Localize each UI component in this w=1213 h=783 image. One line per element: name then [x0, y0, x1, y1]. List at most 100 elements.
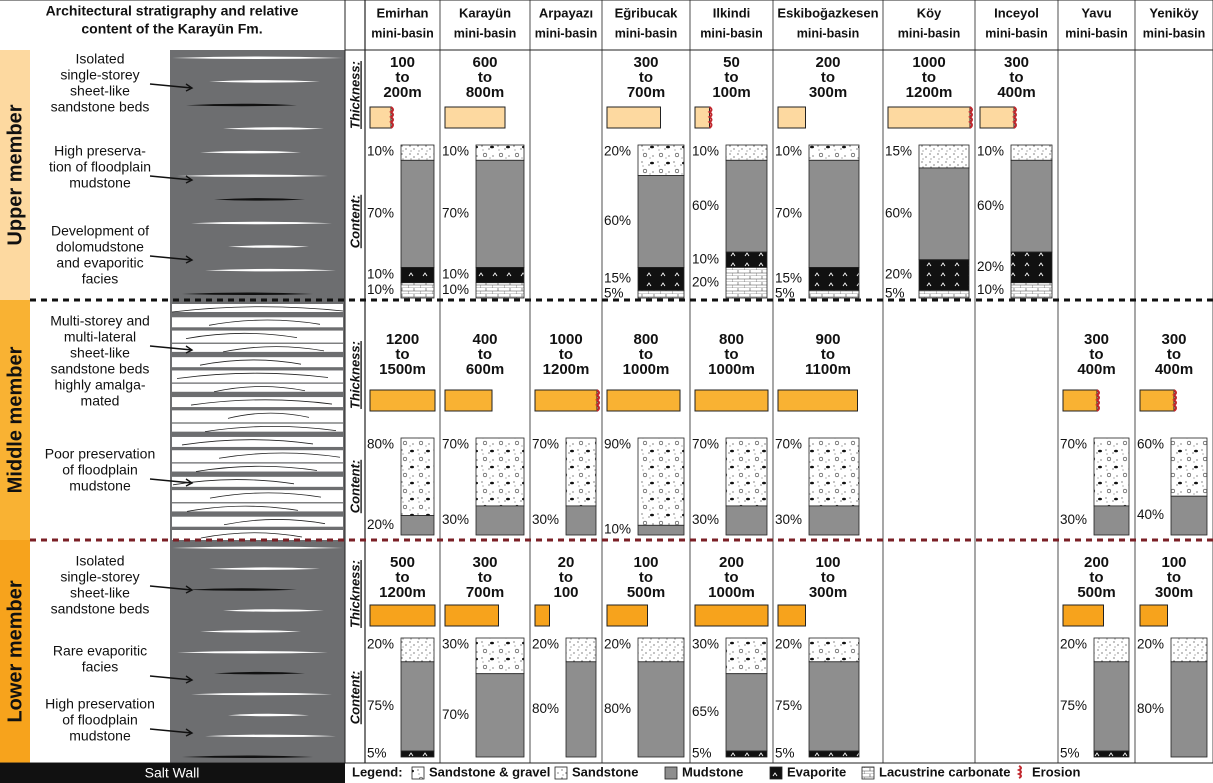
content-label: 20% — [885, 267, 912, 282]
thickness-bar — [777, 389, 858, 412]
note-line: single-storey — [60, 67, 139, 83]
content-label: 20% — [604, 637, 631, 652]
thickness-text: to — [559, 569, 573, 586]
thickness-text: 1200m — [543, 361, 590, 378]
basin-sub: mini-basin — [1065, 26, 1128, 40]
content-segment — [725, 637, 768, 675]
content-label: 90% — [604, 437, 631, 452]
content-segment — [565, 437, 597, 507]
thickness-text: to — [639, 69, 653, 86]
strat-scour — [223, 519, 326, 526]
strat-lens — [200, 630, 301, 633]
thickness-bar — [369, 604, 436, 627]
content-label: 70% — [532, 437, 559, 452]
content-label: 30% — [692, 512, 719, 527]
thickness-text: to — [395, 569, 409, 586]
content-segment — [808, 144, 860, 161]
content-label: 20% — [367, 637, 394, 652]
thickness-bar — [534, 389, 598, 412]
content-segment — [637, 266, 685, 291]
strat-lens — [228, 245, 309, 248]
thickness-text: to — [395, 69, 409, 86]
thickness-text: 1200m — [379, 584, 426, 601]
note-line: of floodplain — [62, 462, 138, 478]
content-label: 75% — [1060, 698, 1087, 713]
content-segment — [637, 637, 685, 663]
thickness-text: 200 — [815, 54, 840, 71]
strat-scour — [195, 465, 318, 472]
strat-lens — [177, 174, 328, 177]
content-label: 10% — [367, 282, 394, 297]
content-label: 80% — [604, 701, 631, 716]
thickness-text: 100 — [633, 554, 658, 571]
strat-bed — [172, 383, 343, 392]
content-label: 80% — [1137, 701, 1164, 716]
note-arrow — [149, 83, 194, 92]
strat-bed — [172, 490, 343, 503]
content-segment — [400, 144, 435, 161]
strat-scour — [171, 306, 344, 313]
note-line: sandstone beds — [51, 601, 150, 617]
thickness-text: to — [724, 569, 738, 586]
content-label: 30% — [442, 512, 469, 527]
strat-scour — [200, 532, 303, 539]
content-label: 65% — [692, 704, 719, 719]
note-arrow — [149, 585, 194, 594]
content-label: 20% — [532, 637, 559, 652]
thickness-text: 300m — [1155, 584, 1193, 601]
thickness-text: 100 — [553, 584, 578, 601]
content-label: 20% — [604, 144, 631, 159]
content-label: 30% — [442, 637, 469, 652]
thickness-text: to — [1089, 569, 1103, 586]
thickness-bar — [777, 604, 806, 627]
note-arrow — [149, 675, 194, 684]
thickness-text: 1000 — [912, 54, 945, 71]
thickness-text: 100 — [390, 54, 415, 71]
side-label: Thickness: — [347, 341, 362, 409]
thickness-bar — [606, 604, 648, 627]
content-segment — [1010, 144, 1053, 161]
salt-wall — [0, 763, 345, 783]
content-label: 10% — [367, 144, 394, 159]
content-label: 70% — [692, 437, 719, 452]
member-name: Upper member — [4, 104, 26, 245]
thickness-text: 800 — [633, 331, 658, 348]
content-label: 10% — [977, 144, 1004, 159]
note-line: Multi-storey and — [50, 313, 150, 329]
legend-swatch — [769, 766, 783, 780]
content-label: 75% — [775, 698, 802, 713]
content-label: 10% — [442, 144, 469, 159]
strat-lens — [191, 692, 332, 696]
content-segment — [808, 266, 860, 291]
strat-bed — [172, 343, 343, 352]
content-segment — [400, 515, 435, 536]
legend-label: Sandstone — [572, 764, 638, 779]
thickness-text: 300 — [1084, 331, 1109, 348]
strat-bed — [172, 450, 343, 463]
strat-bed — [172, 397, 343, 408]
thickness-text: 1500m — [379, 361, 426, 378]
thickness-bar — [694, 106, 710, 129]
thickness-text: 300 — [1004, 54, 1029, 71]
thickness-bar — [694, 389, 769, 412]
thickness-text: to — [821, 569, 835, 586]
side-label: Thickness: — [347, 61, 362, 129]
content-segment — [400, 637, 435, 663]
strat-bed — [172, 357, 343, 368]
legend-label: Mudstone — [682, 764, 743, 779]
note-line: highly amalga- — [54, 377, 145, 393]
note-line: mated — [81, 393, 120, 409]
thickness-text: 1200 — [386, 331, 419, 348]
erosion-mark — [595, 389, 600, 412]
content-segment — [725, 144, 768, 161]
content-label: 10% — [977, 282, 1004, 297]
note-line: dolomudstone — [56, 239, 144, 255]
strat-scour — [204, 425, 337, 433]
legend-swatch — [1016, 765, 1022, 779]
strat-bed — [172, 503, 343, 512]
content-label: 75% — [367, 698, 394, 713]
content-label: 70% — [775, 205, 802, 220]
content-label: 5% — [885, 286, 905, 301]
content-segment — [918, 289, 970, 299]
basin-sub: mini-basin — [454, 26, 517, 40]
